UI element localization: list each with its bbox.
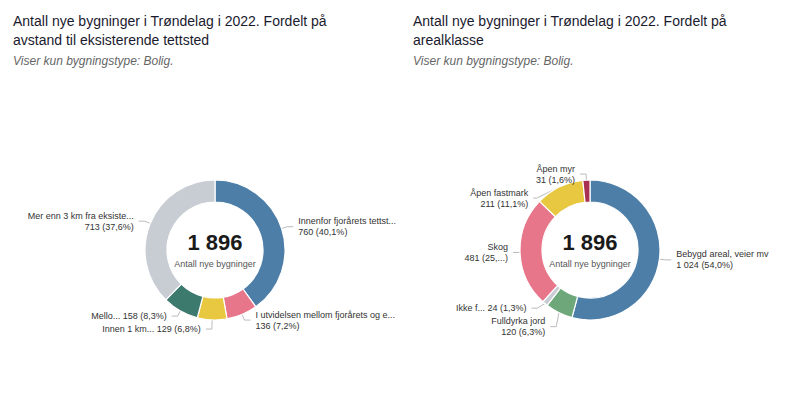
svg-text:Viser kun bygningstype: Bolig.: Viser kun bygningstype: Bolig. xyxy=(413,54,574,68)
svg-text:Antall nye bygninger i Trøndel: Antall nye bygninger i Trøndelag i 2022.… xyxy=(413,13,727,29)
svg-text:760 (40,1%): 760 (40,1%) xyxy=(298,227,347,237)
svg-text:211 (11,1%): 211 (11,1%) xyxy=(481,199,529,209)
svg-text:1 896: 1 896 xyxy=(187,230,242,255)
svg-text:Antall nye bygninger: Antall nye bygninger xyxy=(174,259,256,269)
svg-text:avstand til eksisterende tetts: avstand til eksisterende tettsted xyxy=(13,32,209,48)
svg-text:I utvidelsen mellom fjorårets: I utvidelsen mellom fjorårets og e... xyxy=(255,310,395,320)
svg-text:Innen 1 km... 129 (6,8%): Innen 1 km... 129 (6,8%) xyxy=(102,324,201,334)
svg-text:arealklasse: arealklasse xyxy=(413,32,484,48)
svg-text:Fulldyrka jord: Fulldyrka jord xyxy=(491,316,545,326)
svg-text:1 024 (54,0%): 1 024 (54,0%) xyxy=(676,260,733,270)
svg-text:136 (7,2%): 136 (7,2%) xyxy=(255,321,299,331)
svg-text:Åpen myr: Åpen myr xyxy=(537,164,576,174)
svg-text:713 (37,6%): 713 (37,6%) xyxy=(85,222,134,232)
svg-text:Viser kun bygningstype: Bolig.: Viser kun bygningstype: Bolig. xyxy=(13,54,174,68)
svg-text:Åpen fastmark: Åpen fastmark xyxy=(470,188,529,198)
svg-text:Ikke f... 24 (1,3%): Ikke f... 24 (1,3%) xyxy=(456,303,527,313)
svg-text:Skog: Skog xyxy=(488,242,509,252)
svg-text:481 (25,...): 481 (25,...) xyxy=(464,253,508,263)
svg-text:Mello... 158 (8,3%): Mello... 158 (8,3%) xyxy=(91,311,167,321)
svg-text:Antall nye bygninger: Antall nye bygninger xyxy=(549,259,631,269)
svg-text:Bebygd areal, veier mv: Bebygd areal, veier mv xyxy=(676,249,769,259)
svg-text:Mer enn 3 km fra eksiste...: Mer enn 3 km fra eksiste... xyxy=(28,211,134,221)
svg-text:Innenfor fjorårets tettst...: Innenfor fjorårets tettst... xyxy=(298,216,396,226)
svg-text:31 (1,6%): 31 (1,6%) xyxy=(536,175,575,185)
svg-text:1 896: 1 896 xyxy=(562,230,617,255)
svg-text:Antall nye bygninger i Trøndel: Antall nye bygninger i Trøndelag i 2022.… xyxy=(13,13,327,29)
svg-text:120 (6,3%): 120 (6,3%) xyxy=(501,327,545,337)
